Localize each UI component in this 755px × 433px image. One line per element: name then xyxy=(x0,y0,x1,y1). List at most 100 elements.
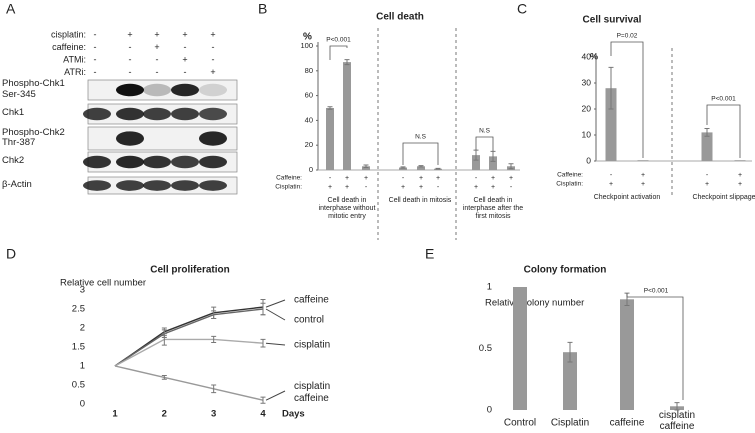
treatment-sign: + xyxy=(210,67,215,77)
legend-label: caffeine xyxy=(294,295,329,306)
group-label: Cell death in interphase after the first… xyxy=(462,197,524,221)
legend-leader xyxy=(265,308,286,321)
condition-sign: + xyxy=(641,172,645,179)
error-bar xyxy=(508,163,514,170)
condition-sign: - xyxy=(510,184,513,191)
y-axis-label: Relative colony number xyxy=(485,298,584,309)
y-tick-label: 20 xyxy=(582,103,592,113)
y-tick-label: 10 xyxy=(582,129,592,139)
treatment-sign: - xyxy=(94,54,97,64)
bracket xyxy=(475,136,494,151)
condition-sign: + xyxy=(738,172,742,179)
group-label: Checkpoint activation xyxy=(594,194,661,201)
bar xyxy=(343,62,351,171)
treatment-sign: - xyxy=(156,54,159,64)
treatment-label: ATMi: xyxy=(63,54,86,64)
error-bar xyxy=(161,375,167,380)
annotation: P<0.001 xyxy=(644,288,669,295)
annotation: N.S xyxy=(479,128,491,135)
y-tick-label: 1.5 xyxy=(72,342,85,353)
y-tick-label: 3 xyxy=(80,285,85,296)
y-tick-label: 0 xyxy=(487,405,492,416)
condition-sign: + xyxy=(328,184,332,191)
condition-sign: - xyxy=(475,175,478,182)
treatment-sign: + xyxy=(154,29,159,39)
y-tick-label: 2 xyxy=(80,323,85,334)
treatment-sign: - xyxy=(212,42,215,52)
error-bar xyxy=(211,310,217,319)
annotation: P<0.001 xyxy=(326,37,351,44)
x-tick-label: 1 xyxy=(112,409,118,420)
bracket xyxy=(329,45,348,60)
bar xyxy=(734,160,746,161)
condition-sign: + xyxy=(738,181,742,188)
blot-band xyxy=(116,155,144,169)
y-axis-label: % xyxy=(590,51,598,61)
error-bar xyxy=(344,59,350,66)
chart-title: Cell survival xyxy=(583,15,642,26)
error-bar xyxy=(704,128,710,137)
y-tick-label: 0 xyxy=(80,399,85,410)
treatment-sign: + xyxy=(210,29,215,39)
annotation: P<0.001 xyxy=(711,96,736,103)
legend-label: cisplatin caffeine xyxy=(294,381,331,404)
condition-sign: + xyxy=(491,184,495,191)
treatment-sign: - xyxy=(129,42,132,52)
legend-label: control xyxy=(294,315,324,326)
band-label: Chk1 xyxy=(2,107,25,118)
condition-sign: + xyxy=(641,181,645,188)
condition-sign: - xyxy=(329,175,332,182)
annotation: N.S xyxy=(415,134,427,141)
bar xyxy=(620,299,634,410)
blot-band xyxy=(116,83,144,97)
bar xyxy=(472,155,480,170)
treatment-sign: - xyxy=(212,54,215,64)
condition-sign: - xyxy=(706,172,709,179)
error-bar xyxy=(608,66,614,110)
treatment-sign: - xyxy=(184,42,187,52)
bar xyxy=(417,166,425,170)
blot-band xyxy=(199,83,227,97)
condition-sign: + xyxy=(345,184,349,191)
x-tick-label: caffeine xyxy=(610,418,645,429)
panel-label: E xyxy=(425,246,434,262)
treatment-sign: + xyxy=(182,54,187,64)
blot-band xyxy=(83,155,111,169)
error-bar xyxy=(418,165,424,168)
blot-band xyxy=(116,131,144,146)
bar xyxy=(605,88,617,161)
y-tick-label: 80 xyxy=(305,66,313,75)
blot-band xyxy=(116,107,144,121)
blot-band xyxy=(83,180,111,191)
error-bar xyxy=(567,341,573,363)
treatment-label: ATRi: xyxy=(64,67,86,77)
condition-sign: + xyxy=(419,175,423,182)
x-axis-label: Days xyxy=(282,409,305,420)
blot-band xyxy=(143,83,171,97)
error-bar xyxy=(260,396,266,404)
treatment-label: caffeine: xyxy=(52,42,86,52)
y-tick-label: 100 xyxy=(300,41,313,50)
legend-leader xyxy=(265,299,286,308)
condition-label: Caffeine: xyxy=(276,175,302,182)
blot-band xyxy=(199,155,227,169)
blot-band xyxy=(171,83,199,97)
y-tick-label: 30 xyxy=(582,77,592,87)
error-bar xyxy=(363,164,369,169)
error-bar xyxy=(211,335,217,343)
x-tick-label: Control xyxy=(504,418,536,429)
line xyxy=(114,365,264,401)
blot-band xyxy=(143,107,171,121)
condition-label: Cisplatin: xyxy=(556,181,583,188)
blot-band xyxy=(199,107,227,121)
condition-label: Cisplatin: xyxy=(275,184,302,191)
y-axis-label: Relative cell number xyxy=(60,278,146,289)
condition-sign: + xyxy=(345,175,349,182)
y-tick-label: 1 xyxy=(487,282,492,293)
treatment-label: cisplatin: xyxy=(51,29,86,39)
condition-sign: + xyxy=(474,184,478,191)
treatment-sign: - xyxy=(129,67,132,77)
band-label: Phospho-Chk2 Thr-387 xyxy=(2,126,65,149)
